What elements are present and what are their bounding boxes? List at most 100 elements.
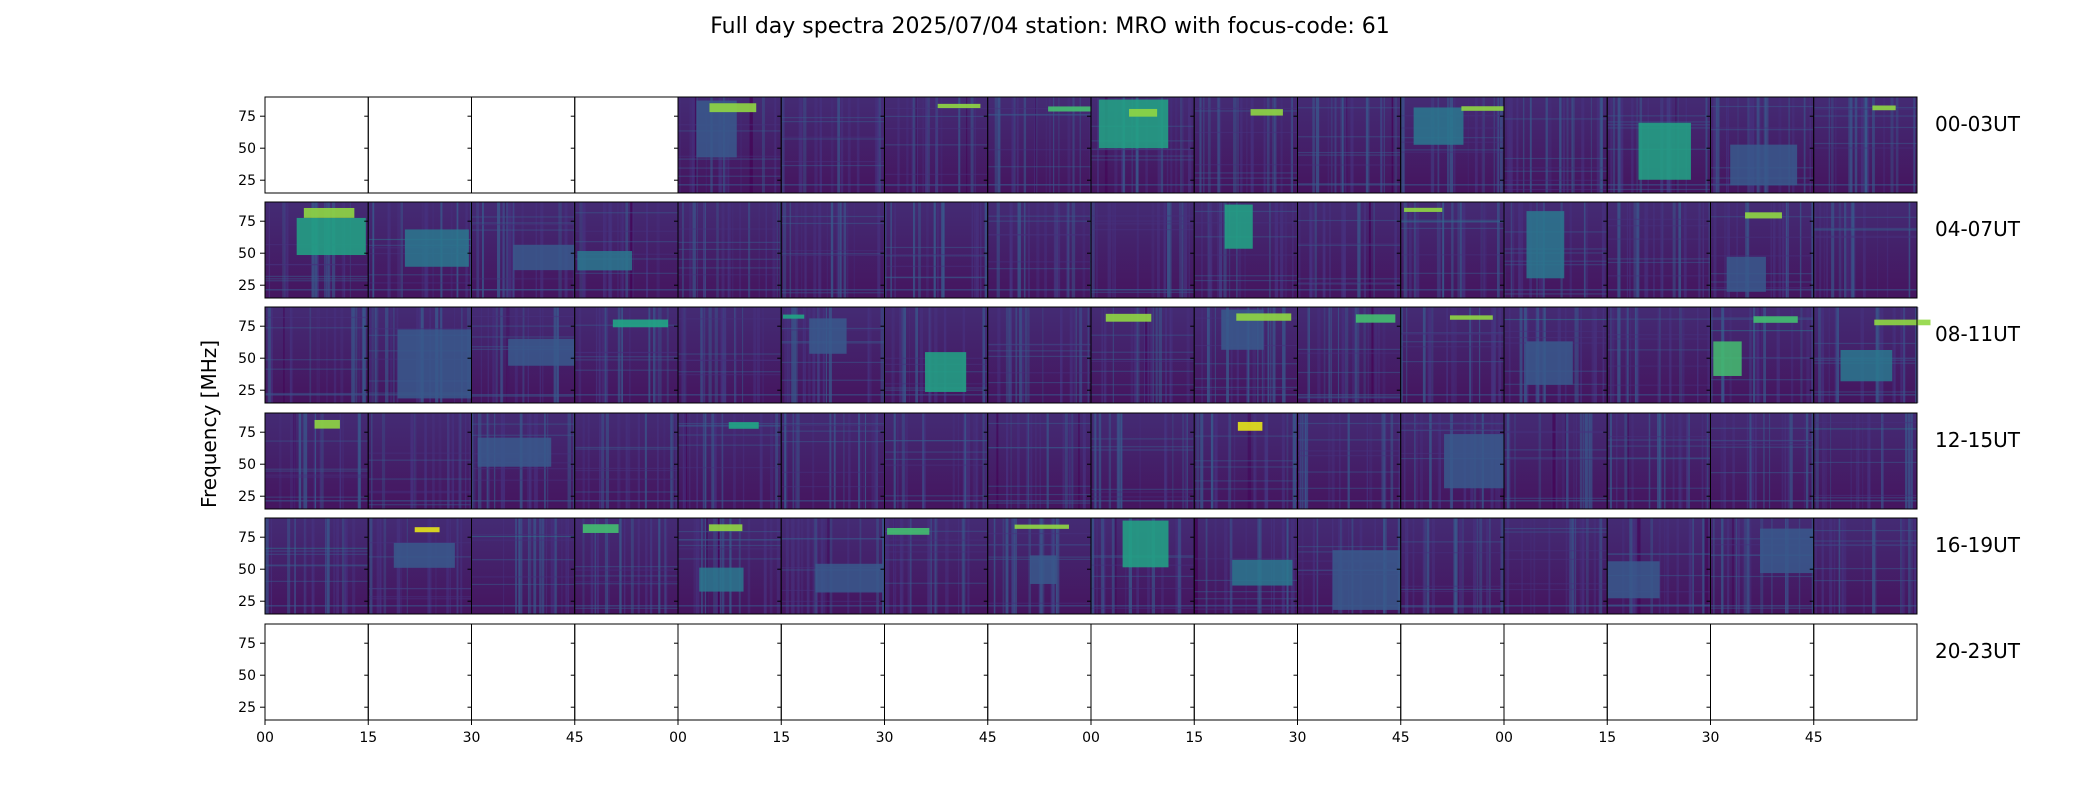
x-tick-label: 45 xyxy=(566,730,584,746)
spectrum-streak xyxy=(1230,518,1233,614)
spectrum-streak xyxy=(1678,307,1683,403)
spectrum-streak xyxy=(376,518,380,614)
spectrum-streak xyxy=(1203,97,1205,193)
spectrum-streak xyxy=(1015,307,1018,403)
spectrum-line xyxy=(1091,607,1195,609)
spectrum-streak xyxy=(1601,202,1604,298)
spectrum-line xyxy=(678,167,782,169)
spectrum-streak xyxy=(1473,518,1477,614)
spectrum-streak xyxy=(1521,518,1524,614)
spectrum-burst xyxy=(513,244,575,271)
spectrum-line xyxy=(1504,167,1608,169)
spectrum-line xyxy=(1504,431,1608,434)
spectrum-streak xyxy=(1334,97,1337,193)
spectrum-background xyxy=(884,202,988,298)
low-freq-noise xyxy=(368,605,472,607)
spectrum-streak xyxy=(1599,97,1603,193)
low-freq-noise xyxy=(1607,184,1711,186)
spectrum-streak xyxy=(1522,97,1525,193)
low-freq-noise xyxy=(1194,394,1298,396)
spectrum-streak xyxy=(663,413,666,509)
spectrum-streak xyxy=(1811,307,1814,403)
spectrum-streak xyxy=(1059,307,1063,403)
spectrum-line xyxy=(1607,115,1711,117)
spectrum-streak xyxy=(1860,97,1864,193)
panel-frame xyxy=(1813,623,1918,721)
spectrum-line xyxy=(781,136,885,138)
spectrum-panel xyxy=(987,306,1092,404)
spectrum-streak xyxy=(1533,518,1536,614)
spectrum-streak xyxy=(786,307,791,403)
spectrum-streak xyxy=(705,413,707,509)
spectrum-streak xyxy=(775,413,779,509)
spectrum-streak xyxy=(1079,97,1082,193)
spectrum-streak xyxy=(1413,202,1416,298)
spectrum-streak xyxy=(1830,413,1832,509)
low-freq-noise xyxy=(1194,184,1298,186)
spectrum-line xyxy=(1504,497,1608,499)
spectrum-line xyxy=(1297,278,1401,280)
spectrum-panel xyxy=(780,96,887,194)
x-tick-label: 15 xyxy=(1598,730,1616,746)
spectrum-streak xyxy=(533,518,537,614)
spectrum-band xyxy=(1105,313,1152,322)
spectrum-streak xyxy=(625,202,629,298)
spectrum-streak xyxy=(1772,202,1776,298)
spectrum-streak xyxy=(899,307,902,403)
spectrum-streak xyxy=(1167,202,1170,298)
spectrum-line xyxy=(1297,154,1401,156)
spectrum-line xyxy=(574,446,678,449)
spectrum-streak xyxy=(901,307,903,403)
spectrum-line xyxy=(1091,496,1195,498)
low-freq-noise xyxy=(1607,605,1711,607)
spectrum-streak xyxy=(997,307,1001,403)
y-tick-label: 75 xyxy=(238,530,256,546)
spectrum-panel xyxy=(884,96,989,194)
spectrum-streak xyxy=(1002,518,1005,614)
spectrum-line xyxy=(368,598,472,600)
spectrum-streak xyxy=(1511,202,1514,298)
spectrum-streak xyxy=(1033,97,1036,193)
spectrum-line xyxy=(1504,558,1608,560)
spectrum-streak xyxy=(1782,202,1785,298)
spectrum-streak xyxy=(1305,413,1309,509)
spectrum-line xyxy=(678,359,782,362)
spectrum-burst xyxy=(577,251,633,271)
spectrum-line xyxy=(265,547,369,549)
spectrum-streak xyxy=(1408,202,1412,298)
spectrum-streak xyxy=(658,518,661,614)
spectrum-streak xyxy=(1218,97,1222,193)
panel-frame xyxy=(780,623,885,721)
spectrum-panel xyxy=(884,623,989,721)
spectrum-line xyxy=(1091,334,1195,336)
spectrum-streak xyxy=(289,307,292,403)
spectrum-line xyxy=(884,115,988,118)
spectrum-streak xyxy=(1437,97,1439,193)
spectrum-burst xyxy=(477,437,552,467)
spectrum-streak xyxy=(1908,518,1911,614)
spectrum-streak xyxy=(1620,97,1624,193)
spectrum-panel xyxy=(1090,96,1195,194)
spectrum-line xyxy=(1091,155,1195,157)
low-freq-noise xyxy=(1813,184,1917,186)
spectrum-streak xyxy=(567,413,572,509)
spectrum-streak xyxy=(1046,413,1049,509)
spectrum-line xyxy=(781,160,885,163)
spectrum-streak xyxy=(357,413,361,509)
spectrum-streak xyxy=(1164,413,1168,509)
spectrum-line xyxy=(368,587,472,590)
spectrum-streak xyxy=(806,518,810,614)
spectrum-panel xyxy=(1606,201,1711,299)
spectrum-streak xyxy=(1092,202,1094,298)
spectrum-line xyxy=(781,253,885,255)
spectrum-line xyxy=(471,539,575,541)
spectrum-line xyxy=(1400,423,1504,425)
spectrum-streak xyxy=(619,518,622,614)
spectrum-streak xyxy=(1672,202,1676,298)
spectrum-streak xyxy=(1024,307,1028,403)
spectrum-streak xyxy=(1363,307,1366,403)
spectrum-line xyxy=(678,267,782,269)
panel-frame xyxy=(1400,623,1505,721)
spectrum-streak xyxy=(621,202,624,298)
spectrum-streak xyxy=(791,307,795,403)
